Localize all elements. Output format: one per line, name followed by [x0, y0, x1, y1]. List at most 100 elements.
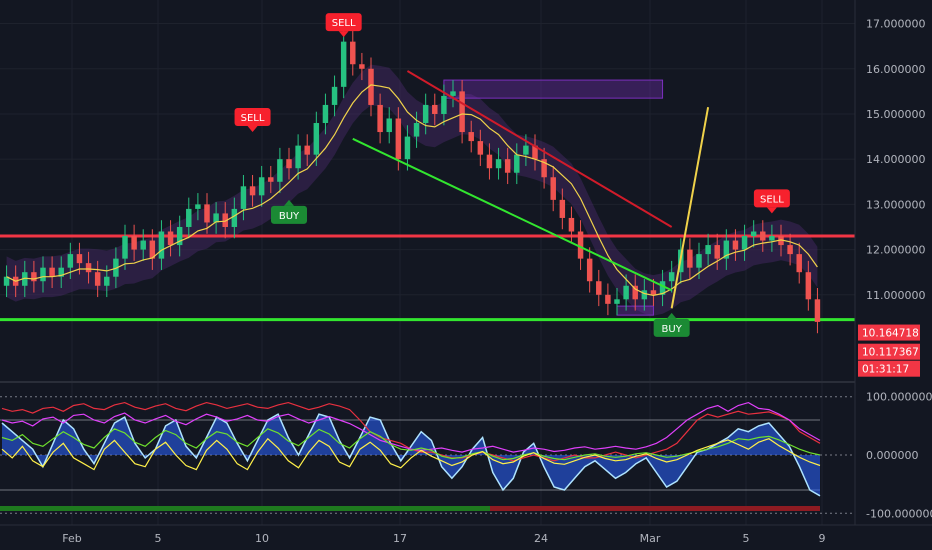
signal-box-2	[753, 189, 790, 208]
candle-7	[67, 254, 74, 268]
candle-19	[176, 226, 183, 246]
candle-73	[668, 272, 675, 282]
zone-0	[443, 79, 664, 99]
price-tick-6: 11.000000	[866, 289, 926, 302]
signal-label-3: BUY	[279, 211, 300, 222]
candle-47	[432, 104, 438, 114]
signal-arrow-1	[247, 126, 258, 133]
candle-44	[404, 136, 411, 160]
price-tag-0: 10.164718	[862, 328, 919, 340]
candle-57	[523, 145, 529, 155]
price-tag-1: 10.117367	[862, 347, 919, 359]
candle-33	[304, 145, 310, 155]
time-tick-2: 10	[255, 532, 269, 545]
price-panel[interactable]: SELL SELL SELL BUY BUY	[0, 0, 855, 525]
candle-18	[167, 231, 174, 246]
oscillator-axis[interactable]: 100.000000 0.000000 -100.000000	[866, 391, 932, 521]
trend-bar-bear	[490, 506, 820, 511]
candle-63	[577, 231, 584, 259]
candle-14	[131, 236, 137, 250]
osc-line-0	[1, 413, 821, 497]
candle-35	[322, 104, 329, 124]
candle-27	[249, 186, 256, 196]
price-tick-4: 13.000000	[866, 198, 926, 211]
candle-79	[723, 240, 730, 259]
candle-28	[258, 177, 265, 196]
candle-83	[760, 231, 766, 241]
signal-arrow-2	[766, 207, 777, 214]
signal-label-2: SELL	[760, 194, 784, 205]
osc-line-3	[1, 428, 821, 461]
signal-arrow-3	[284, 199, 294, 206]
candle-41	[377, 104, 383, 133]
moving-average-line	[6, 84, 818, 297]
price-tick-2: 15.000000	[866, 108, 926, 121]
candle-11	[104, 276, 110, 286]
candle-61	[559, 199, 566, 218]
candle-39	[359, 64, 365, 69]
candle-70	[641, 290, 648, 300]
candle-10	[94, 272, 101, 286]
candle-62	[568, 217, 575, 232]
candle-48	[441, 95, 447, 114]
candle-86	[787, 245, 793, 255]
candle-24	[222, 213, 228, 227]
osc-line-4	[1, 437, 821, 471]
key-levels	[0, 234, 855, 322]
price-tag-box-1	[858, 343, 920, 360]
time-tick-5: Mar	[640, 532, 661, 545]
candle-50	[459, 91, 465, 133]
candle-56	[514, 154, 520, 173]
candle-67	[614, 299, 620, 304]
signal-markers: SELL SELL SELL BUY BUY	[234, 13, 790, 337]
time-tick-7: 9	[819, 532, 826, 545]
candle-49	[450, 91, 456, 96]
candle-16	[149, 240, 156, 259]
candle-85	[778, 236, 784, 246]
candle-46	[422, 104, 429, 124]
candle-77	[705, 245, 711, 255]
candle-89	[814, 299, 821, 322]
candle-30	[277, 159, 283, 182]
candle-4	[40, 267, 46, 282]
osc-line-2	[1, 401, 821, 453]
candle-0	[3, 276, 10, 286]
signal-label-1: SELL	[241, 113, 265, 124]
price-tag-box-0	[858, 324, 920, 341]
oscillator-panel[interactable]	[0, 396, 855, 514]
signal-label-4: BUY	[662, 324, 683, 335]
time-axis[interactable]: Feb 5 10 17 24 Mar 5 9	[62, 532, 825, 545]
candle-3	[31, 272, 37, 282]
candle-23	[213, 213, 219, 223]
signal-box-1	[234, 108, 271, 127]
candle-71	[650, 290, 657, 295]
time-tick-4: 24	[534, 532, 548, 545]
candle-81	[741, 236, 748, 250]
candle-52	[477, 141, 484, 155]
trend-bar-bull	[0, 506, 490, 511]
candle-20	[186, 208, 192, 227]
price-tick-0: 17.000000	[866, 18, 926, 31]
candle-80	[732, 240, 739, 250]
candle-40	[368, 68, 374, 105]
candle-22	[204, 204, 210, 223]
candle-9	[85, 263, 92, 273]
signal-arrow-4	[666, 312, 677, 319]
price-axis[interactable]: 17.000000 16.000000 15.000000 14.000000 13.0…	[866, 18, 926, 302]
ma-cloud	[6, 64, 818, 316]
price-tick-1: 16.000000	[866, 63, 926, 76]
signal-box-4	[653, 318, 690, 337]
candles[interactable]	[3, 30, 821, 334]
candle-76	[696, 254, 702, 268]
trend-lines	[352, 70, 710, 309]
price-tick-5: 12.000000	[866, 244, 926, 257]
candle-53	[486, 154, 493, 169]
candle-64	[586, 258, 593, 282]
price-tag-box-2	[858, 360, 920, 377]
signal-label-0: SELL	[332, 18, 356, 29]
candle-75	[687, 249, 693, 268]
osc-tick-1: 0.000000	[866, 449, 919, 462]
candle-65	[596, 281, 602, 295]
candle-45	[413, 123, 420, 137]
